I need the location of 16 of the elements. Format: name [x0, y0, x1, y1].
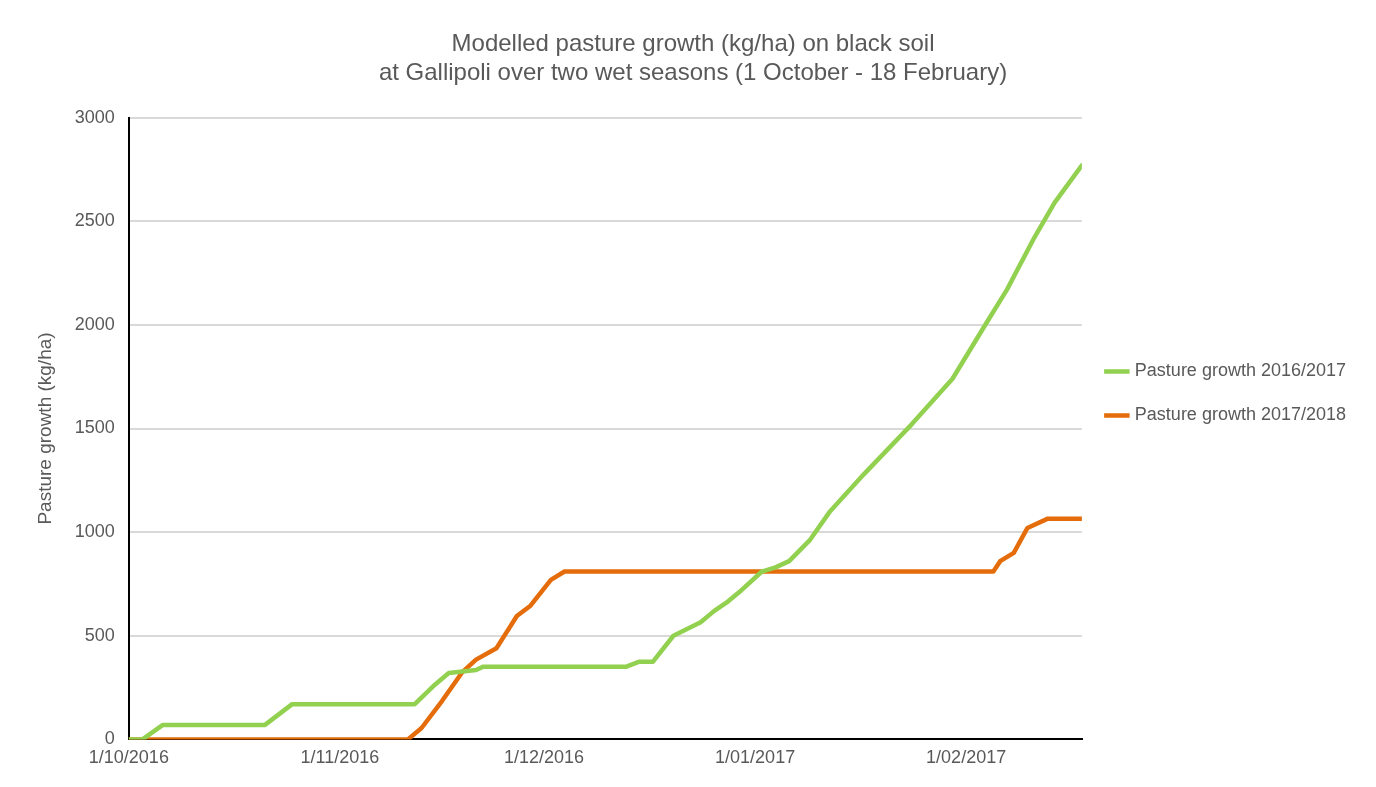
- x-tick-label: 1/11/2016: [300, 747, 380, 768]
- x-tick-label: 1/12/2016: [504, 747, 585, 768]
- x-tick-label: 1/02/2017: [926, 747, 1007, 768]
- y-tick-label: 3000: [74, 106, 115, 127]
- chart-title: Modelled pasture growth (kg/ha) on black soil at Gallipoli over two wet seasons (1 October - 18 February): [378, 29, 1008, 85]
- y-tick-label: 2000: [74, 313, 115, 334]
- y-tick-label: 1500: [74, 417, 115, 438]
- x-tick-label: 1/01/2017: [715, 747, 796, 768]
- y-tick-label: 500: [84, 624, 115, 645]
- legend-label: Pasture growth 2017/2018: [1134, 404, 1347, 425]
- y-tick-label: 1000: [74, 521, 115, 542]
- y-tick-label: 2500: [74, 210, 115, 231]
- y-axis-title: Pasture growth (kg/ha): [33, 332, 55, 525]
- legend-label: Pasture growth 2016/2017: [1134, 360, 1347, 381]
- x-tick-label: 1/10/2016: [88, 747, 169, 768]
- y-tick-label: 0: [104, 728, 115, 749]
